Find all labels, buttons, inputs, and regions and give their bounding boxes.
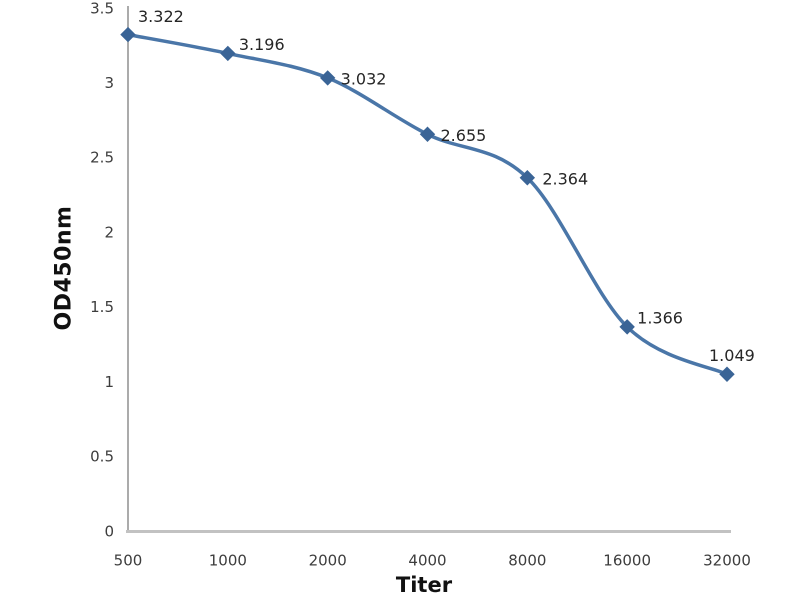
- y-tick-label: 2: [104, 223, 114, 241]
- x-axis-title: Titer: [395, 573, 453, 597]
- data-point-marker: [419, 126, 436, 142]
- y-tick-label: 2.5: [90, 149, 114, 167]
- data-point-label: 3.196: [239, 35, 285, 54]
- y-tick-label: 1.5: [90, 298, 114, 316]
- data-point-label: 2.364: [542, 169, 588, 188]
- x-tick-label: 16000: [603, 551, 651, 569]
- x-tick-label: 2000: [309, 551, 347, 569]
- x-tick-label: 32000: [703, 551, 751, 569]
- data-point-label: 1.366: [637, 308, 683, 327]
- data-point-marker: [120, 26, 136, 43]
- x-tick-label: 8000: [508, 551, 546, 569]
- data-point-marker: [619, 319, 635, 335]
- data-point-label: 2.655: [441, 126, 487, 145]
- data-point-marker: [719, 366, 735, 382]
- y-axis-title: OD450nm: [51, 205, 77, 331]
- data-point-label: 1.049: [709, 346, 755, 365]
- y-tick-label: 1: [104, 373, 114, 391]
- data-point-marker: [220, 45, 236, 62]
- y-tick-label: 0: [104, 522, 114, 540]
- x-tick-label: 500: [114, 551, 143, 569]
- y-tick-label: 0.5: [90, 448, 114, 466]
- x-tick-label: 4000: [408, 551, 446, 569]
- x-tick-label: 1000: [209, 551, 247, 569]
- data-point-label: 3.032: [341, 70, 387, 89]
- y-tick-label: 3: [104, 74, 114, 92]
- y-tick-label: 3.5: [90, 0, 114, 17]
- data-point-marker: [319, 70, 336, 86]
- data-point-marker: [519, 170, 536, 186]
- data-point-label: 3.322: [138, 7, 184, 26]
